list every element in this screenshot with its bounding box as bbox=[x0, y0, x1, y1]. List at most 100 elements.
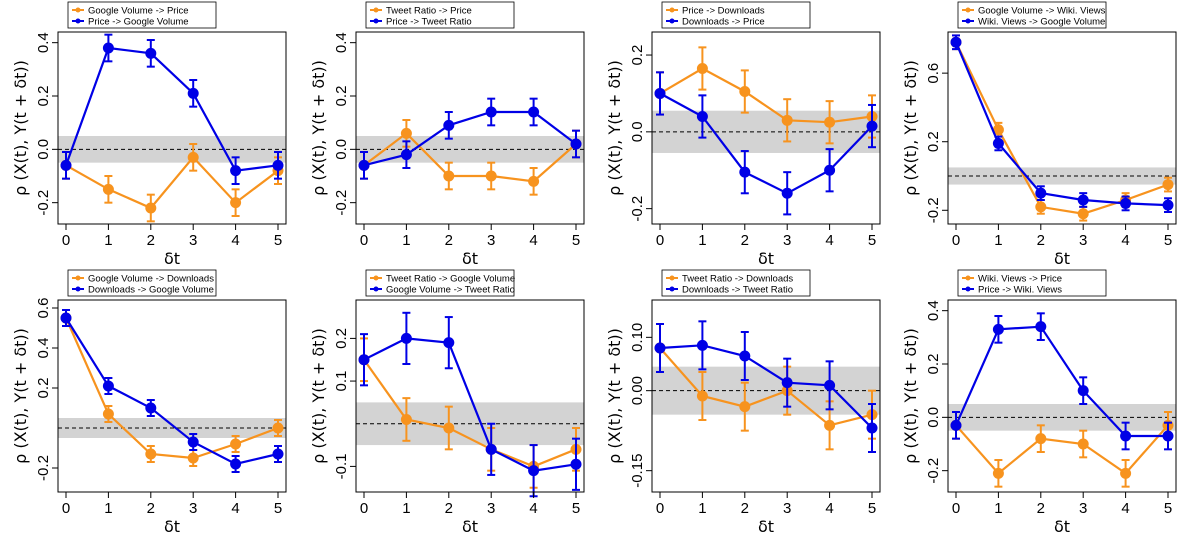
legend-box bbox=[365, 269, 515, 297]
y-axis-title: ρ (X(t), Y(t + δt)) bbox=[901, 60, 920, 196]
x-tick-label: 2 bbox=[147, 500, 155, 517]
y-tick-label: 0.2 bbox=[925, 131, 942, 152]
series-line-1 bbox=[65, 155, 279, 210]
data-point bbox=[739, 86, 751, 98]
data-point bbox=[102, 183, 114, 195]
data-point bbox=[230, 458, 242, 470]
data-point bbox=[950, 36, 962, 48]
data-point bbox=[443, 170, 455, 182]
x-tick-label: 1 bbox=[402, 232, 410, 249]
x-tick-label: 4 bbox=[1121, 500, 1129, 517]
x-axis-title: δt bbox=[164, 517, 180, 535]
legend-marker bbox=[373, 7, 379, 13]
data-point bbox=[1120, 430, 1132, 442]
x-tick-label: 5 bbox=[868, 500, 876, 517]
y-tick-label: -0.15 bbox=[629, 454, 646, 488]
series-line-1 bbox=[659, 67, 873, 124]
legend-marker bbox=[965, 286, 971, 292]
data-point bbox=[272, 448, 284, 460]
legend-label: Google Volume -> Tweet Ratio bbox=[386, 285, 515, 296]
plot-frame bbox=[355, 31, 585, 225]
legend-label: Tweet Ratio -> Google Volume bbox=[386, 274, 515, 285]
series-line-2 bbox=[65, 317, 279, 466]
data-point bbox=[696, 339, 708, 351]
data-point bbox=[739, 166, 751, 178]
data-point bbox=[272, 422, 284, 434]
data-point bbox=[992, 323, 1004, 335]
legend-marker bbox=[669, 275, 675, 281]
x-tick-label: 1 bbox=[698, 232, 706, 249]
x-tick-label: 1 bbox=[698, 500, 706, 517]
legend-label: Google Volume -> Price bbox=[88, 6, 189, 17]
x-tick-label: 5 bbox=[274, 232, 282, 249]
x-tick-label: 4 bbox=[231, 500, 239, 517]
data-point bbox=[187, 87, 199, 99]
data-point bbox=[400, 127, 412, 139]
legend-marker bbox=[373, 286, 379, 292]
data-point bbox=[443, 337, 455, 349]
y-tick-label: -0.2 bbox=[35, 190, 52, 216]
legend-box bbox=[661, 269, 811, 297]
series-line-1 bbox=[955, 424, 1169, 475]
y-tick-label: -0.2 bbox=[925, 458, 942, 484]
data-point bbox=[824, 164, 836, 176]
series-line-2 bbox=[954, 325, 1168, 438]
x-tick-label: 2 bbox=[445, 500, 453, 517]
data-point bbox=[739, 350, 751, 362]
y-tick-label: 0.0 bbox=[629, 121, 646, 142]
data-point bbox=[696, 62, 708, 74]
x-axis-title: δt bbox=[758, 517, 774, 535]
y-tick-label: 0.4 bbox=[333, 32, 350, 53]
data-point bbox=[1162, 179, 1174, 191]
legend-box bbox=[67, 1, 217, 29]
chart-panel-6: 0 1 2 3 4 5 -0.1 0.1 0.2 δt ρ (X(t), Y(t + δt)) Twe… bbox=[309, 269, 585, 535]
y-axis-title: ρ (X(t), Y(t + δt)) bbox=[309, 60, 328, 196]
data-point bbox=[230, 165, 242, 177]
data-point bbox=[1035, 321, 1047, 333]
chart-panel-7: 0 1 2 3 4 5 -0.15 0.00 0.10 δt ρ (X(t), Y(t + δt))… bbox=[605, 269, 881, 535]
data-point bbox=[696, 390, 708, 402]
y-tick-label: 0.0 bbox=[333, 139, 350, 160]
x-tick-label: 3 bbox=[487, 232, 495, 249]
legend-box bbox=[957, 269, 1107, 297]
x-tick-label: 4 bbox=[825, 500, 833, 517]
legend-box bbox=[67, 269, 217, 297]
data-point bbox=[485, 106, 497, 118]
plot-frame bbox=[947, 31, 1177, 225]
series-line-2 bbox=[659, 344, 873, 429]
data-point bbox=[866, 120, 878, 132]
data-point bbox=[230, 438, 242, 450]
data-point bbox=[866, 422, 878, 434]
x-tick-label: 4 bbox=[529, 232, 537, 249]
x-tick-label: 0 bbox=[360, 500, 368, 517]
data-point bbox=[1035, 187, 1047, 199]
legend-label: Tweet Ratio -> Downloads bbox=[682, 274, 793, 285]
y-axis-title: ρ (X(t), Y(t + δt)) bbox=[605, 328, 624, 464]
y-tick-label: -0.2 bbox=[925, 197, 942, 223]
x-tick-label: 3 bbox=[1079, 500, 1087, 517]
x-tick-label: 3 bbox=[783, 232, 791, 249]
series-line-2 bbox=[363, 337, 577, 472]
data-point bbox=[1162, 199, 1174, 211]
data-point bbox=[358, 354, 370, 366]
y-tick-label: 0.2 bbox=[925, 354, 942, 375]
data-point bbox=[992, 137, 1004, 149]
x-tick-label: 3 bbox=[189, 232, 197, 249]
data-point bbox=[400, 413, 412, 425]
x-tick-label: 3 bbox=[487, 500, 495, 517]
legend-marker bbox=[75, 7, 81, 13]
x-tick-label: 4 bbox=[1121, 232, 1129, 249]
data-point bbox=[739, 401, 751, 413]
plot-frame bbox=[651, 31, 881, 225]
x-tick-label: 0 bbox=[360, 232, 368, 249]
data-point bbox=[1120, 467, 1132, 479]
data-point bbox=[102, 42, 114, 54]
legend-label: Price -> Wiki. Views bbox=[978, 285, 1062, 296]
data-point bbox=[145, 448, 157, 460]
x-tick-label: 2 bbox=[741, 232, 749, 249]
data-point bbox=[528, 465, 540, 477]
